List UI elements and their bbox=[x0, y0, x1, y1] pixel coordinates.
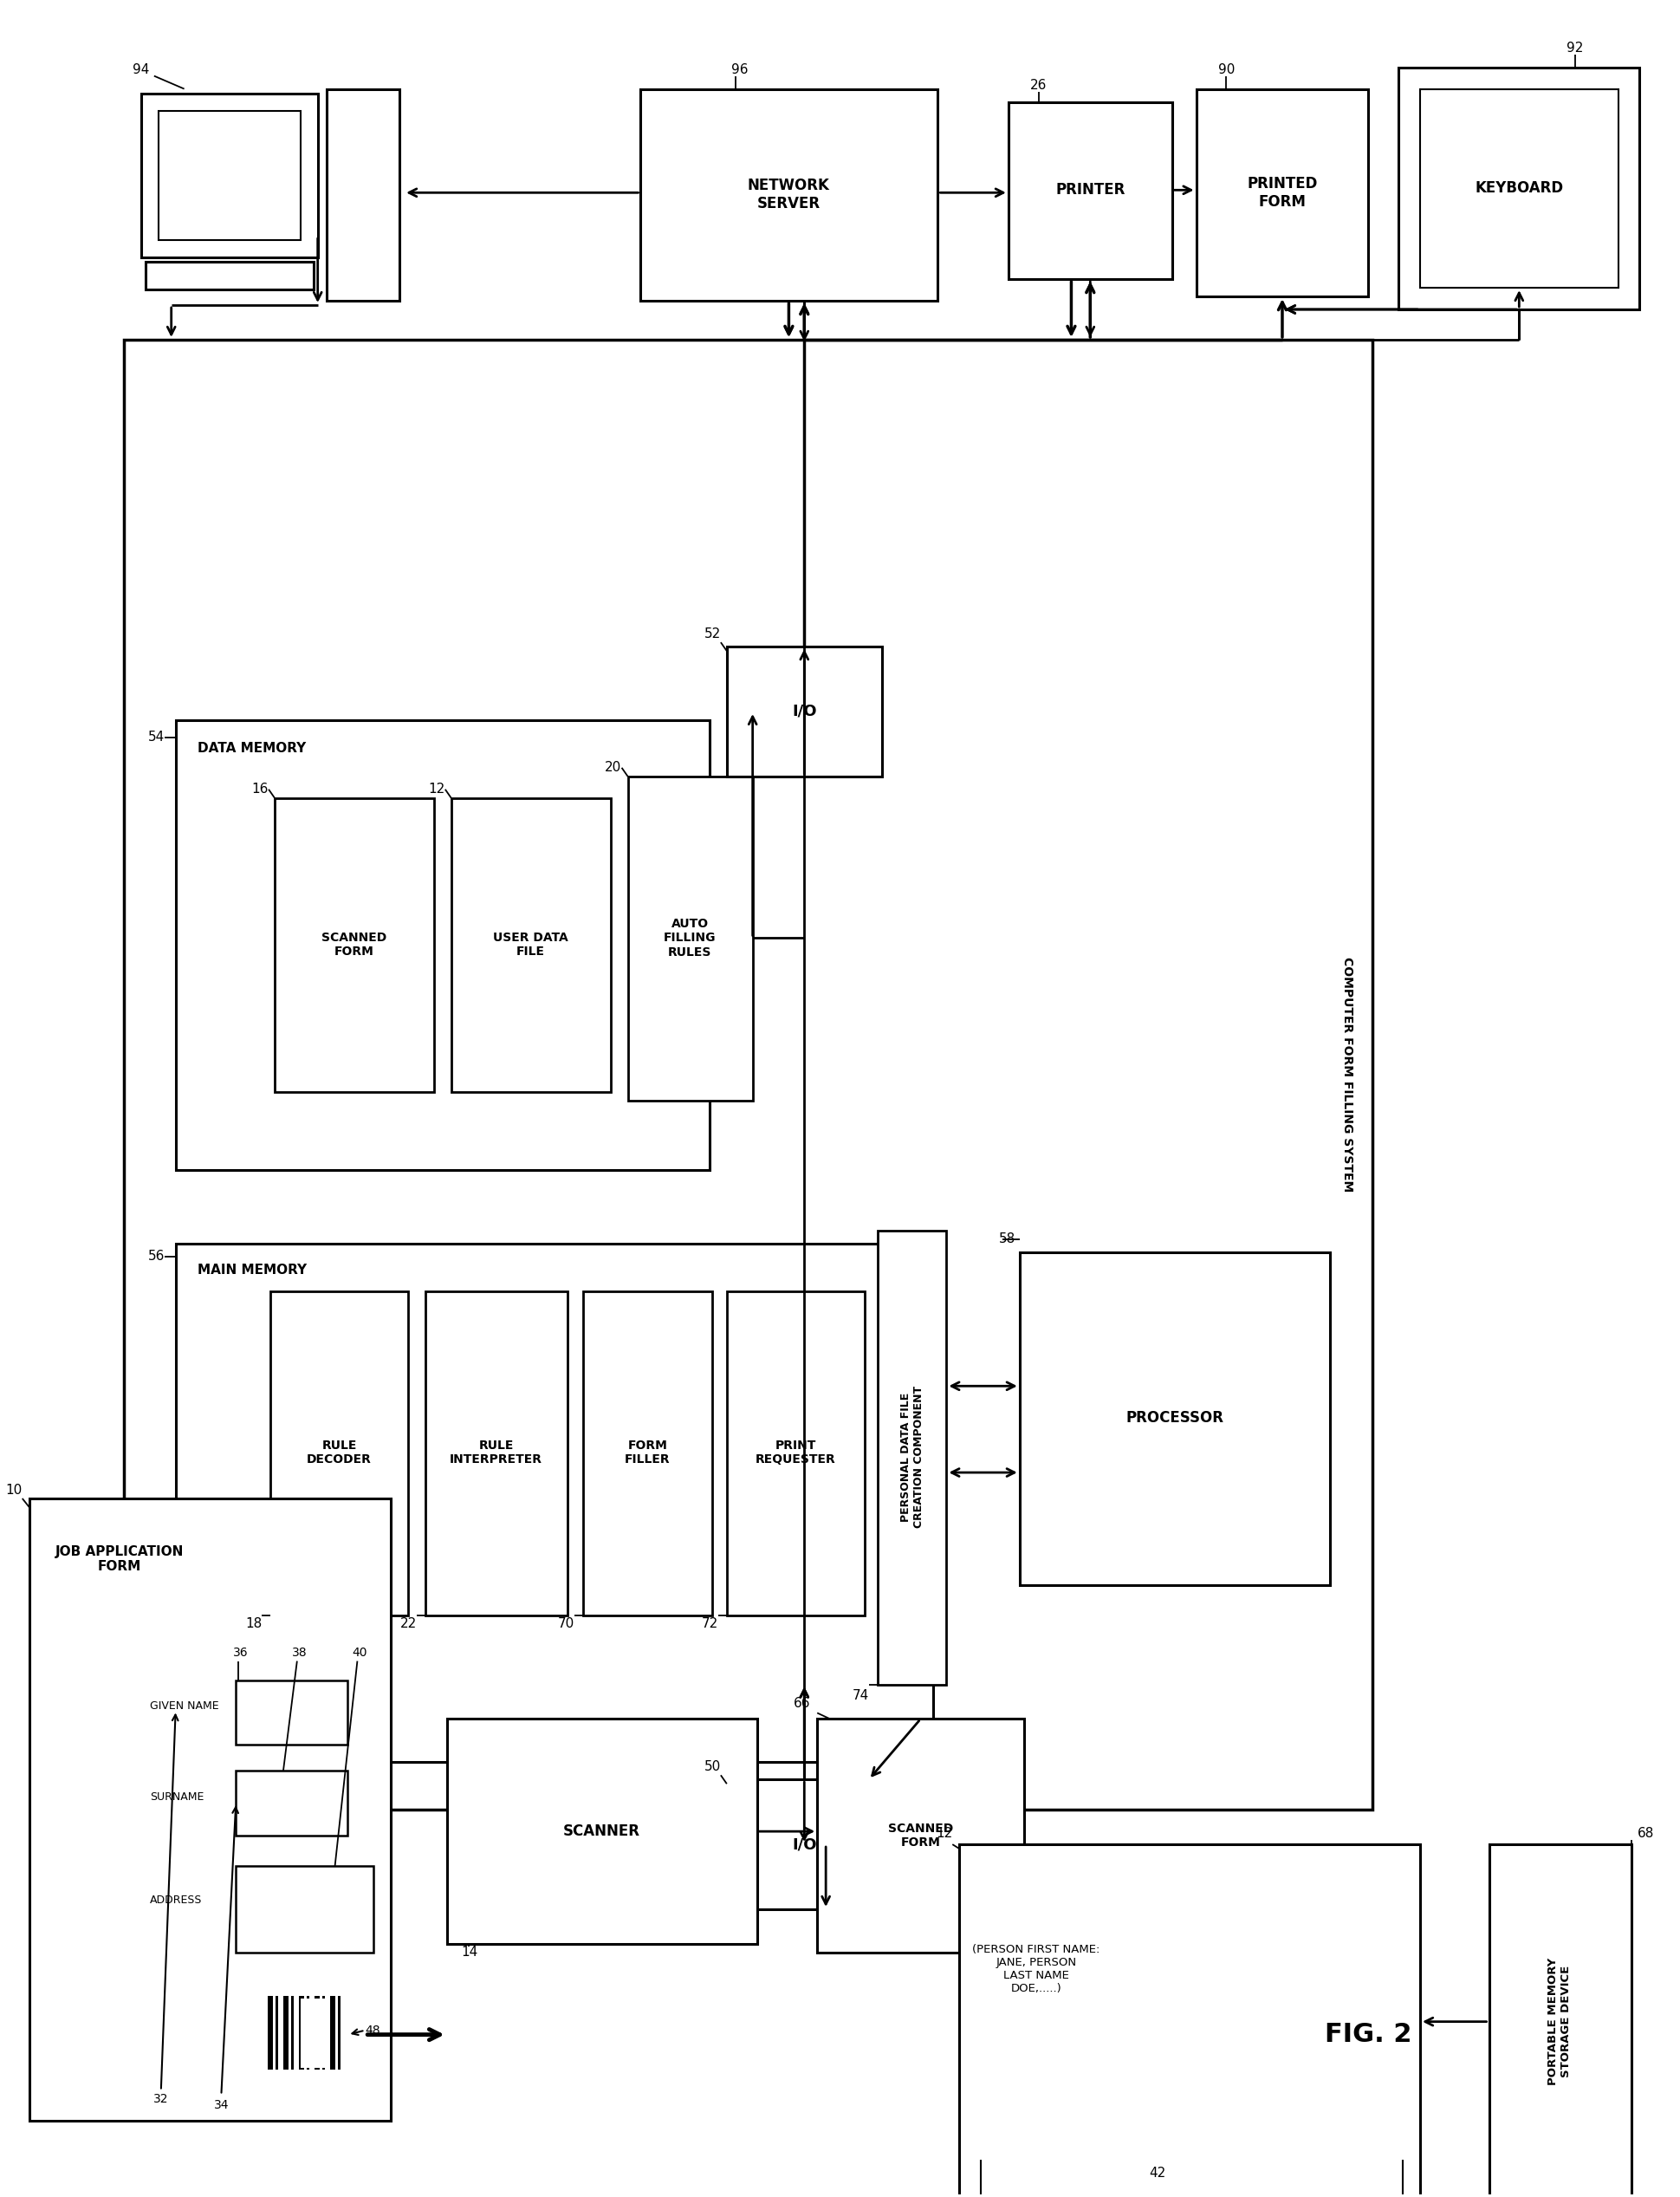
Text: AUTO
FILLING
RULES: AUTO FILLING RULES bbox=[664, 918, 716, 958]
Text: PRINTER: PRINTER bbox=[1055, 182, 1126, 198]
Text: FIG. 2: FIG. 2 bbox=[1326, 2021, 1411, 2048]
Text: RULE
INTERPRETER: RULE INTERPRETER bbox=[450, 1439, 543, 1465]
Bar bbox=[301, 1999, 324, 2067]
Bar bbox=[727, 1780, 882, 1909]
Text: 58: 58 bbox=[998, 1233, 1015, 1246]
Bar bbox=[270, 1292, 408, 1615]
Text: 34: 34 bbox=[213, 2100, 228, 2111]
Bar bbox=[1008, 101, 1173, 279]
Bar bbox=[1196, 88, 1369, 297]
Text: 70: 70 bbox=[558, 1617, 575, 1630]
Bar bbox=[314, 1995, 319, 2070]
Text: PORTABLE MEMORY
STORAGE DEVICE: PORTABLE MEMORY STORAGE DEVICE bbox=[1547, 1958, 1572, 2085]
Text: 14: 14 bbox=[462, 1947, 479, 1960]
Bar bbox=[274, 798, 433, 1092]
Text: 50: 50 bbox=[704, 1760, 721, 1773]
Text: 48: 48 bbox=[365, 2023, 380, 2037]
Bar bbox=[583, 1292, 712, 1615]
Bar bbox=[235, 1681, 348, 1744]
Bar bbox=[452, 798, 610, 1092]
Text: SCANNED
FORM: SCANNED FORM bbox=[321, 932, 386, 958]
Bar bbox=[1420, 88, 1618, 288]
Text: 94: 94 bbox=[133, 64, 150, 77]
Text: PRINTED
FORM: PRINTED FORM bbox=[1247, 176, 1317, 209]
Text: 72: 72 bbox=[702, 1617, 717, 1630]
Text: COMPUTER FORM FILLING SYSTEM: COMPUTER FORM FILLING SYSTEM bbox=[1341, 958, 1352, 1193]
Text: PRINT
REQUESTER: PRINT REQUESTER bbox=[756, 1439, 837, 1465]
Text: 66: 66 bbox=[793, 1696, 810, 1709]
Text: RULE
DECODER: RULE DECODER bbox=[307, 1439, 371, 1465]
Bar bbox=[1020, 1252, 1329, 1584]
Bar bbox=[447, 1718, 758, 1944]
Bar bbox=[425, 1292, 568, 1615]
Bar bbox=[1398, 68, 1640, 310]
Text: 68: 68 bbox=[1636, 1826, 1653, 1839]
Bar bbox=[141, 92, 318, 257]
Text: SURNAME: SURNAME bbox=[150, 1791, 203, 1802]
Text: 54: 54 bbox=[148, 732, 165, 745]
Bar bbox=[176, 1244, 934, 1762]
Bar bbox=[284, 1995, 289, 2070]
Text: 74: 74 bbox=[852, 1689, 869, 1703]
Text: 36: 36 bbox=[234, 1646, 249, 1659]
Bar bbox=[1488, 1843, 1631, 2197]
Text: MAIN MEMORY: MAIN MEMORY bbox=[197, 1263, 306, 1276]
Text: 40: 40 bbox=[353, 1646, 368, 1659]
Text: 38: 38 bbox=[292, 1646, 307, 1659]
Text: DATA MEMORY: DATA MEMORY bbox=[197, 743, 306, 756]
Text: 56: 56 bbox=[148, 1250, 165, 1263]
Text: PERSONAL DATA FILE
CREATION COMPONENT: PERSONAL DATA FILE CREATION COMPONENT bbox=[900, 1386, 924, 1529]
Text: 20: 20 bbox=[605, 760, 622, 773]
Bar bbox=[338, 1995, 339, 2070]
Text: 18: 18 bbox=[245, 1617, 262, 1630]
Text: 10: 10 bbox=[5, 1483, 22, 1496]
Bar bbox=[146, 261, 314, 290]
Bar bbox=[158, 110, 301, 239]
Bar bbox=[628, 776, 753, 1101]
Text: 16: 16 bbox=[252, 782, 269, 795]
Bar bbox=[640, 88, 937, 301]
Text: 22: 22 bbox=[400, 1617, 417, 1630]
Text: GIVEN NAME: GIVEN NAME bbox=[150, 1700, 218, 1711]
Text: KEYBOARD: KEYBOARD bbox=[1475, 180, 1564, 196]
Text: I/O: I/O bbox=[791, 1837, 816, 1852]
Text: SCANNED
FORM: SCANNED FORM bbox=[889, 1824, 953, 1850]
Text: 26: 26 bbox=[1030, 79, 1047, 92]
Bar bbox=[329, 1995, 334, 2070]
Text: 90: 90 bbox=[1218, 64, 1235, 77]
Text: 42: 42 bbox=[1149, 2166, 1166, 2179]
Text: SCANNER: SCANNER bbox=[563, 1824, 640, 1839]
Bar bbox=[29, 1498, 391, 2120]
Bar bbox=[267, 1995, 272, 2070]
Text: 32: 32 bbox=[153, 2094, 168, 2105]
Text: PROCESSOR: PROCESSOR bbox=[1126, 1410, 1223, 1426]
Bar bbox=[299, 1995, 304, 2070]
Text: 96: 96 bbox=[731, 64, 748, 77]
Bar bbox=[235, 1865, 373, 1953]
Text: ADDRESS: ADDRESS bbox=[150, 1896, 202, 1907]
Text: USER DATA
FILE: USER DATA FILE bbox=[492, 932, 568, 958]
Bar bbox=[816, 1718, 1023, 1953]
Bar bbox=[176, 721, 709, 1169]
Bar bbox=[877, 1230, 946, 1685]
Text: 92: 92 bbox=[1567, 42, 1584, 55]
Bar bbox=[326, 88, 400, 301]
Text: NETWORK
SERVER: NETWORK SERVER bbox=[748, 178, 830, 211]
Bar bbox=[291, 1995, 294, 2070]
Bar bbox=[323, 1995, 324, 2070]
Bar bbox=[276, 1995, 279, 2070]
Text: 12: 12 bbox=[428, 782, 445, 795]
Bar bbox=[959, 1843, 1420, 2197]
Bar bbox=[727, 1292, 865, 1615]
Bar bbox=[306, 1995, 309, 2070]
Text: (PERSON FIRST NAME:
JANE, PERSON
LAST NAME
DOE,.....): (PERSON FIRST NAME: JANE, PERSON LAST NA… bbox=[973, 1944, 1100, 1995]
Bar bbox=[235, 1771, 348, 1837]
Text: FORM
FILLER: FORM FILLER bbox=[625, 1439, 670, 1465]
Bar bbox=[124, 341, 1373, 1810]
Text: JOB APPLICATION
FORM: JOB APPLICATION FORM bbox=[55, 1544, 183, 1573]
Bar bbox=[727, 646, 882, 776]
Text: 52: 52 bbox=[704, 626, 721, 639]
Text: 12: 12 bbox=[936, 1826, 953, 1839]
Text: I/O: I/O bbox=[791, 703, 816, 718]
